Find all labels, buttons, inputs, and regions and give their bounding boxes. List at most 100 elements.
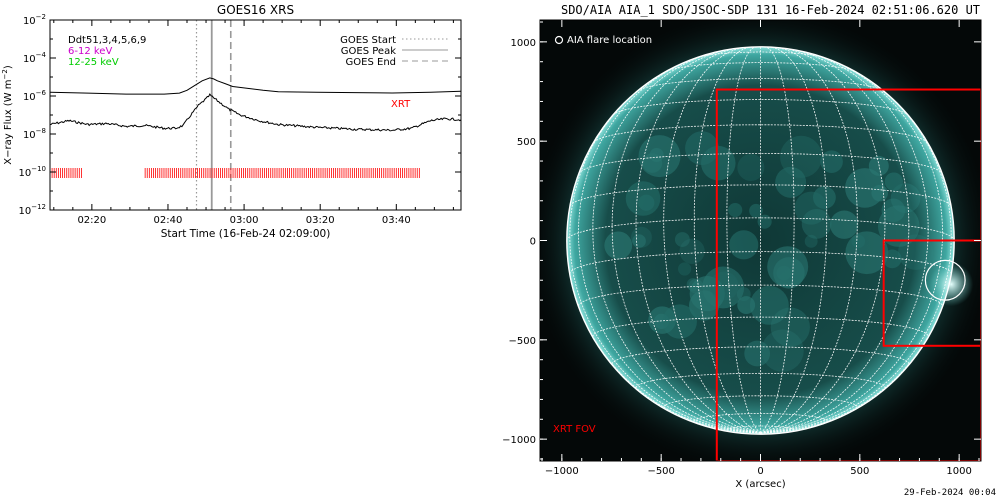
active-region	[881, 198, 906, 223]
longitude-line	[569, 82, 761, 434]
y-tick-label: −1000	[502, 435, 536, 446]
active-region	[830, 210, 859, 239]
x-axis-label: X (arcsec)	[735, 479, 785, 490]
longitude-line	[760, 47, 858, 434]
x-tick-label: 02:20	[77, 215, 106, 226]
active-region	[884, 172, 903, 191]
y-axis-label: X−ray Flux (W m−2)	[1, 65, 14, 165]
y-tick-label: −500	[509, 336, 536, 347]
flare-brightening	[929, 262, 974, 307]
active-region	[686, 278, 700, 291]
aia-image-chart: SDO/AIA AIA_1 SDO/JSOC-SDP 131 16-Feb-20…	[500, 0, 1000, 500]
longitude-line	[760, 82, 952, 434]
heliographic-grid	[566, 46, 955, 434]
legend-left-label: 6-12 keV	[68, 46, 112, 57]
active-region	[649, 148, 664, 163]
longitude-line	[760, 57, 943, 434]
legend-right-label: GOES Start	[340, 35, 396, 46]
x-tick-label: 500	[850, 466, 869, 477]
active-region	[679, 238, 705, 264]
y-tick-label: 500	[517, 137, 536, 148]
latitude-line	[569, 251, 952, 274]
series-line-short	[49, 93, 462, 132]
active-region	[877, 205, 920, 247]
y-tick-label: 10−12	[18, 203, 46, 217]
active-region	[662, 304, 697, 339]
y-tick-label: 10−8	[23, 127, 46, 141]
active-region	[757, 214, 772, 229]
xrt-fov-box	[882, 239, 981, 347]
latitude-line	[578, 153, 943, 174]
longitude-line	[726, 46, 761, 434]
longitude-line	[663, 47, 761, 434]
active-region	[780, 135, 823, 178]
active-region	[794, 191, 828, 225]
x-axis-label: Start Time (16-Feb-24 02:09:00)	[161, 228, 331, 240]
goes-xrs-chart: GOES16 XRS 10−2 10−4 10−6 10−8 10−10 10−12 02:2…	[0, 0, 470, 250]
legend-right-label: GOES Peak	[341, 46, 396, 57]
active-region	[638, 194, 655, 211]
active-region	[767, 246, 809, 288]
active-region	[813, 186, 836, 209]
active-region	[648, 306, 676, 334]
active-region	[882, 249, 902, 269]
active-region	[845, 231, 889, 275]
longitude-line	[760, 46, 795, 434]
active-region	[737, 296, 756, 314]
active-region	[604, 231, 633, 260]
active-region	[638, 135, 681, 178]
legend-right-label: GOES End	[346, 57, 396, 68]
active-region	[851, 234, 865, 249]
flare-location-circle	[924, 259, 966, 301]
active-region	[674, 232, 690, 247]
active-region	[761, 329, 804, 372]
chart-title: GOES16 XRS	[217, 3, 294, 17]
active-region	[685, 131, 719, 166]
active-region	[775, 166, 807, 198]
xrt-annotation: XRT	[391, 99, 411, 110]
longitude-line	[578, 57, 761, 434]
longitude-line	[760, 47, 886, 434]
active-region	[688, 278, 704, 294]
active-region	[737, 153, 765, 182]
active-region	[689, 290, 720, 321]
active-region	[898, 234, 934, 270]
y-tick-label: 10−10	[18, 165, 46, 179]
fov-label: XRT FOV	[553, 424, 596, 435]
footer-timestamp: 29-Feb-2024 00:04	[903, 488, 996, 498]
active-region	[701, 145, 736, 181]
x-tick-label: −500	[647, 466, 674, 477]
active-region	[632, 234, 646, 248]
x-tick-label: −1000	[545, 466, 579, 477]
latitude-line	[593, 124, 928, 143]
x-tick-label: 03:00	[230, 215, 259, 226]
active-region	[770, 307, 810, 347]
legend-circle-icon	[554, 35, 564, 45]
y-tick-label: 1000	[511, 38, 536, 49]
aia-image-plot: SDO/AIA AIA_1 SDO/JSOC-SDP 131 16-Feb-20…	[502, 3, 982, 490]
image-ticks	[540, 20, 981, 461]
active-region	[728, 202, 743, 218]
longitude-line	[635, 47, 761, 434]
y-tick-label: 10−2	[23, 13, 46, 27]
active-region	[890, 183, 921, 214]
active-region	[625, 181, 661, 216]
latitude-line	[612, 99, 909, 116]
longitude-line	[760, 48, 910, 434]
goes-xrs-plot: GOES16 XRS 10−2 10−4 10−6 10−8 10−10 10−12 02:2…	[1, 3, 462, 240]
x-tick-label: 03:40	[382, 215, 411, 226]
x-tick-label: 02:40	[154, 215, 183, 226]
image-area	[540, 20, 981, 461]
longitude-line	[592, 51, 761, 434]
longitude-line	[760, 51, 929, 434]
y-tick-label: 10−6	[23, 89, 47, 103]
x-tick-label: 0	[757, 466, 763, 477]
legend-left-label: Ddt51,3,4,5,6,9	[68, 35, 146, 46]
longitude-line	[611, 48, 761, 434]
active-region	[776, 265, 792, 281]
active-region	[773, 257, 805, 289]
active-region	[653, 313, 670, 329]
legend-left-label: 12-25 keV	[68, 57, 119, 68]
latitude-line	[637, 78, 884, 92]
active-region	[678, 262, 692, 276]
